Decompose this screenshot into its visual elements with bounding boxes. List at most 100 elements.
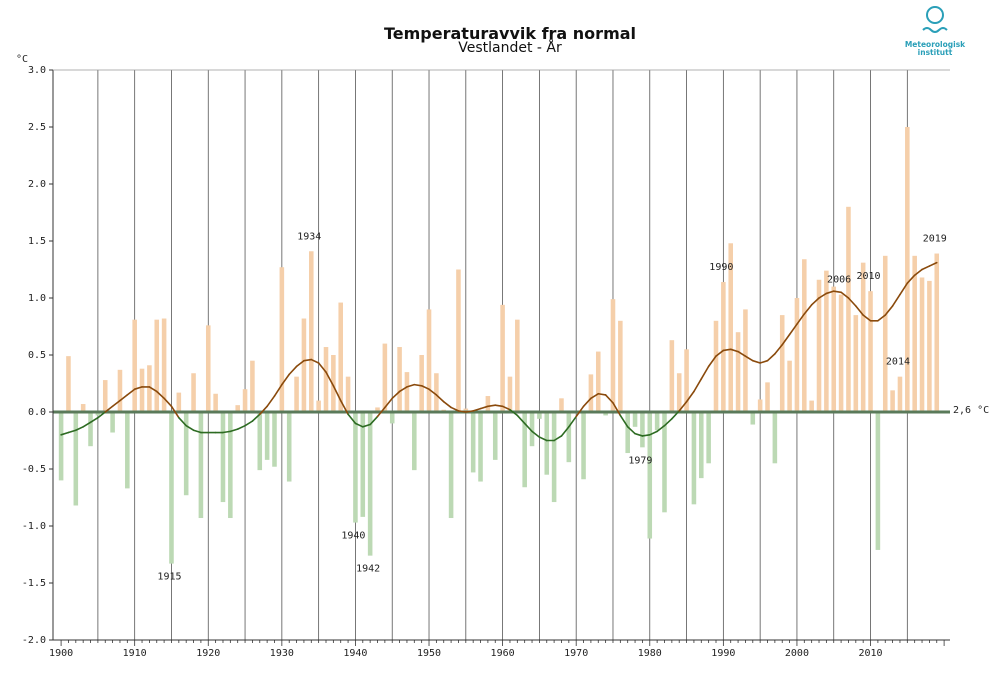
bar-1994 (750, 412, 756, 425)
x-tick-label: 1990 (711, 648, 735, 659)
smooth-curve-segment (442, 400, 452, 409)
bar-1906 (102, 380, 108, 412)
smooth-curve-segment (671, 410, 681, 420)
bar-1951 (434, 373, 439, 412)
smooth-curve-segment (575, 405, 585, 418)
x-tick-label: 1970 (564, 648, 588, 659)
smooth-curve-segment (928, 261, 938, 267)
smooth-curve-segment (325, 371, 335, 387)
bar-1962 (515, 319, 520, 412)
x-tick-label: 1960 (491, 648, 515, 659)
bar-1921 (213, 393, 218, 412)
bar-1971 (581, 412, 586, 480)
bar-1924 (235, 405, 240, 412)
bar-1991 (728, 243, 733, 412)
smooth-curve-segment (700, 365, 710, 380)
bar-2008 (853, 315, 859, 412)
smooth-curve-segment (781, 333, 791, 346)
bar-1925 (242, 389, 248, 412)
bar-2006 (838, 294, 844, 412)
smooth-curve-segment (369, 415, 379, 426)
annotation-1990: 1990 (709, 262, 733, 273)
smooth-curve-segment (347, 413, 357, 425)
bar-1908 (117, 369, 123, 412)
bar-2005 (831, 286, 837, 412)
bar-1984 (676, 373, 682, 412)
smooth-curve-segment (553, 435, 563, 442)
x-tick-label: 1940 (343, 648, 367, 659)
y-axis-unit: °C (16, 54, 28, 65)
bar-1939 (345, 376, 351, 412)
bar-1944 (382, 343, 388, 412)
smooth-curve-segment (163, 397, 173, 408)
chart-axes (49, 69, 950, 646)
bar-1916 (176, 392, 182, 412)
met-logo-icon (922, 6, 948, 33)
bar-1912 (147, 365, 152, 412)
smooth-curve-segment (155, 390, 165, 400)
smooth-curve-segment (913, 268, 923, 277)
bar-1949 (419, 355, 424, 412)
smooth-curve-segment (715, 349, 725, 357)
y-tick-label: 1.5 (28, 236, 46, 247)
smooth-curve-segment (788, 323, 798, 336)
bar-1988 (706, 412, 711, 464)
bar-1910 (132, 319, 137, 412)
bar-1959 (492, 412, 498, 460)
smooth-curve-group (60, 261, 938, 442)
smooth-curve-segment (796, 313, 806, 326)
smooth-curve-segment (921, 265, 931, 271)
chart-subtitle: Vestlandet - År (458, 40, 562, 56)
bar-1923 (228, 412, 233, 519)
bar-1998 (779, 315, 785, 412)
x-tick-label: 1980 (638, 648, 662, 659)
bar-1953 (448, 412, 454, 519)
bar-1942 (367, 412, 373, 556)
smooth-curve-segment (75, 426, 84, 432)
smooth-curve-segment (759, 359, 769, 364)
smooth-curve-segment (641, 433, 651, 437)
bar-1936 (323, 347, 329, 412)
smooth-curve-segment (465, 410, 474, 413)
bar-1919 (198, 412, 204, 519)
smooth-curve-segment (648, 430, 658, 436)
bar-1954 (456, 269, 461, 412)
annotation-1942: 1942 (356, 564, 380, 575)
bar-2000 (794, 298, 800, 412)
bar-1940 (353, 412, 358, 523)
smooth-curve-segment (597, 392, 607, 396)
bar-1926 (250, 360, 255, 412)
x-tick-label: 1930 (270, 648, 294, 659)
smooth-curve-segment (339, 399, 349, 416)
bar-1968 (559, 398, 564, 412)
smooth-curve-segment (148, 386, 158, 393)
bar-1999 (787, 360, 792, 412)
bar-2016 (912, 255, 917, 412)
smooth-curve-segment (317, 362, 327, 373)
bar-2013 (890, 390, 895, 412)
smooth-curve-segment (840, 291, 850, 299)
y-tick-label: 2.0 (28, 179, 46, 190)
met-institutt-logo: Meteorologisk institutt (900, 4, 970, 57)
bar-1909 (125, 412, 130, 489)
smooth-curve-segment (612, 402, 622, 417)
smooth-curve-segment (501, 405, 511, 411)
smooth-curve-segment (737, 350, 747, 357)
bar-1938 (338, 302, 343, 412)
smooth-curve-segment (236, 424, 246, 430)
bar-2003 (816, 279, 822, 412)
smooth-curve-segment (891, 293, 901, 307)
bar-1958 (485, 396, 491, 412)
bar-1913 (154, 319, 160, 412)
smooth-curve-segment (457, 410, 467, 413)
bar-1965 (537, 412, 542, 419)
y-tick-label: 2.5 (28, 122, 46, 133)
bar-1989 (713, 320, 719, 412)
bar-1993 (743, 309, 748, 412)
smooth-curve-segment (766, 353, 776, 362)
smooth-curve-segment (818, 292, 828, 299)
bar-1945 (389, 412, 395, 424)
smooth-curve-segment (751, 359, 761, 364)
bar-1943 (375, 407, 380, 412)
smooth-curve-segment (354, 422, 364, 428)
